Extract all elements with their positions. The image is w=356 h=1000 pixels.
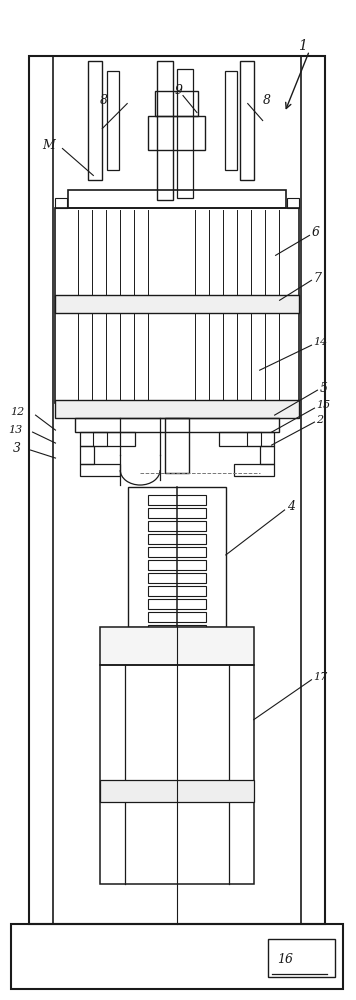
Bar bbox=[28, 56, 53, 924]
Bar bbox=[100, 780, 254, 802]
Text: 6: 6 bbox=[312, 226, 319, 239]
Bar bbox=[148, 495, 206, 505]
Bar bbox=[28, 56, 325, 924]
Bar bbox=[157, 61, 173, 200]
Bar bbox=[56, 295, 299, 313]
Text: 3: 3 bbox=[13, 442, 21, 455]
Bar bbox=[287, 198, 299, 208]
Bar bbox=[75, 418, 279, 432]
Bar bbox=[148, 547, 206, 557]
Bar bbox=[240, 61, 254, 180]
Bar bbox=[80, 464, 120, 476]
Bar bbox=[260, 446, 274, 464]
Bar bbox=[165, 418, 189, 473]
Text: 15: 15 bbox=[316, 400, 331, 410]
Bar bbox=[148, 521, 206, 531]
Text: 4: 4 bbox=[287, 500, 294, 513]
Bar bbox=[100, 627, 254, 665]
Bar bbox=[56, 198, 67, 208]
Text: 8: 8 bbox=[100, 94, 108, 107]
Bar bbox=[148, 573, 206, 583]
Bar bbox=[148, 599, 206, 609]
Bar bbox=[107, 71, 119, 170]
Bar bbox=[80, 432, 135, 446]
Bar bbox=[225, 71, 237, 170]
Bar bbox=[300, 56, 325, 924]
Bar bbox=[56, 400, 299, 418]
Text: 1: 1 bbox=[298, 39, 307, 53]
Bar bbox=[148, 625, 206, 635]
Bar bbox=[219, 432, 274, 446]
Bar bbox=[56, 208, 299, 403]
Text: 17: 17 bbox=[314, 672, 328, 682]
Bar bbox=[247, 432, 261, 446]
Bar bbox=[148, 612, 206, 622]
Bar bbox=[268, 939, 335, 977]
Bar bbox=[11, 924, 343, 989]
Bar bbox=[148, 508, 206, 518]
Bar bbox=[80, 446, 94, 464]
Text: 14: 14 bbox=[314, 337, 328, 347]
Bar bbox=[148, 560, 206, 570]
Text: 12: 12 bbox=[11, 407, 25, 417]
Bar bbox=[128, 487, 226, 627]
Text: 16: 16 bbox=[278, 953, 294, 966]
Bar bbox=[234, 464, 274, 476]
Text: 13: 13 bbox=[9, 425, 23, 435]
Bar bbox=[148, 116, 205, 150]
Bar bbox=[177, 69, 193, 198]
Bar bbox=[68, 190, 286, 208]
Bar bbox=[155, 91, 198, 116]
Bar bbox=[148, 586, 206, 596]
Bar bbox=[100, 665, 254, 884]
Text: 8: 8 bbox=[263, 94, 271, 107]
Bar bbox=[88, 61, 102, 180]
Bar bbox=[148, 534, 206, 544]
Text: 7: 7 bbox=[314, 272, 321, 285]
Text: 2: 2 bbox=[316, 415, 324, 425]
Text: 5: 5 bbox=[319, 382, 328, 395]
Bar bbox=[93, 432, 107, 446]
Text: M: M bbox=[42, 139, 55, 152]
Text: 9: 9 bbox=[175, 84, 183, 97]
